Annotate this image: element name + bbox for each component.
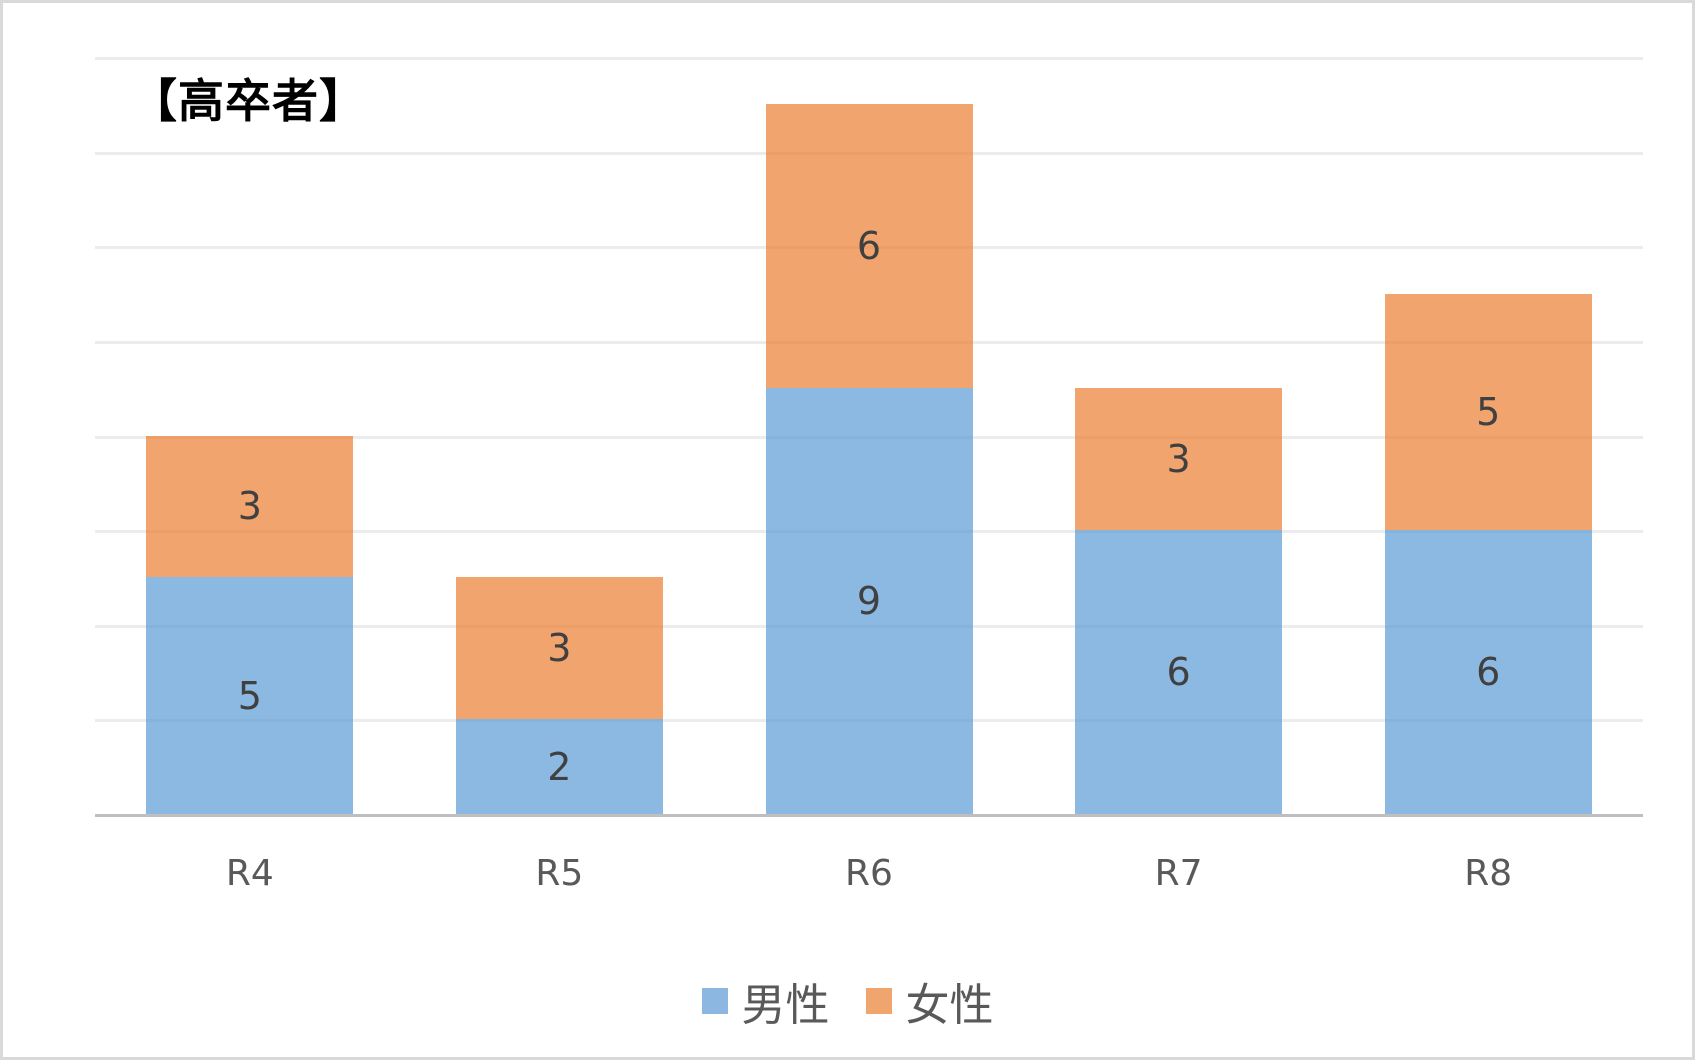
legend-label-male: 男性	[741, 980, 830, 1031]
category-label: R4	[225, 853, 274, 894]
bar-segment-female: 5	[1384, 293, 1592, 531]
data-label: 3	[1166, 437, 1191, 482]
category-label: R8	[1464, 853, 1513, 894]
data-label: 2	[547, 744, 572, 789]
bar-segment-male: 6	[1075, 530, 1283, 814]
bar-segment-male: 5	[146, 577, 354, 814]
bar-segment-male: 6	[1384, 530, 1592, 814]
data-label: 6	[1166, 650, 1191, 695]
legend: 男性 女性	[3, 969, 1692, 1033]
bar-segment-female: 6	[765, 104, 973, 389]
data-label: 3	[547, 626, 572, 671]
legend-item-female: 女性	[865, 969, 994, 1033]
data-label: 6	[856, 224, 882, 269]
legend-swatch-male	[701, 988, 728, 1014]
data-label: 3	[237, 484, 262, 529]
bar-segment-male: 9	[765, 388, 973, 814]
x-axis-line	[95, 814, 1643, 817]
gridline	[95, 57, 1643, 60]
legend-item-male: 男性	[701, 969, 830, 1033]
bar-segment-female: 3	[1075, 388, 1283, 531]
legend-swatch-female	[865, 988, 892, 1014]
category-label: R6	[845, 853, 893, 894]
category-label: R5	[535, 853, 584, 894]
data-label: 5	[237, 673, 262, 718]
bar-segment-female: 3	[455, 577, 663, 720]
legend-label-female: 女性	[905, 980, 994, 1031]
bar-segment-male: 2	[455, 719, 663, 814]
data-label: 5	[1476, 389, 1501, 434]
data-label: 6	[1476, 650, 1501, 695]
bar-segment-female: 3	[146, 435, 354, 578]
category-label: R7	[1154, 853, 1203, 894]
data-label: 9	[856, 579, 882, 624]
chart-title: 【高卒者】	[131, 74, 366, 128]
